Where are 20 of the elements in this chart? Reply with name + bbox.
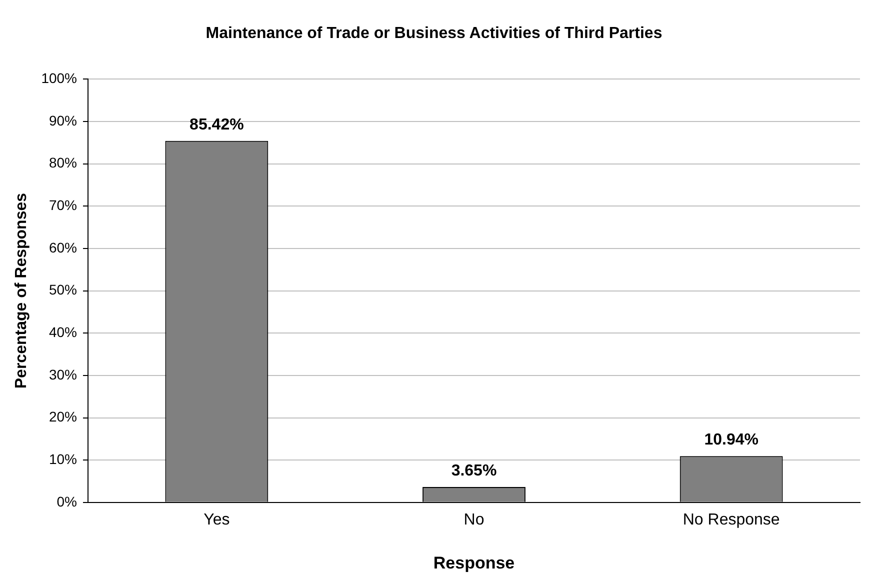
data-label: 3.65% [451, 462, 497, 480]
x-tick-label: No Response [682, 511, 780, 528]
chart-title: Maintenance of Trade or Business Activities of Third Parties [206, 25, 662, 42]
y-tick-label: 0% [56, 493, 78, 510]
data-label: 10.94% [704, 432, 758, 449]
data-label: 85.42% [190, 116, 244, 134]
y-tick-label: 40% [48, 324, 78, 340]
y-tick-label: 20% [48, 408, 78, 425]
y-tick-label: 30% [48, 366, 78, 382]
y-tick-label: 100% [41, 70, 78, 86]
x-tick-label: Yes [204, 511, 230, 528]
y-tick-label: 10% [48, 450, 78, 467]
y-tick-label: 50% [48, 282, 78, 298]
y-tick-label: 60% [48, 239, 78, 256]
x-axis-title: Response [433, 553, 515, 572]
x-tick-label: No [464, 511, 484, 528]
y-axis-title: Percentage of Responses [13, 192, 30, 389]
y-tick-label: 70% [48, 197, 78, 214]
y-tick-label: 80% [48, 154, 78, 171]
y-tick-label: 90% [48, 112, 78, 128]
